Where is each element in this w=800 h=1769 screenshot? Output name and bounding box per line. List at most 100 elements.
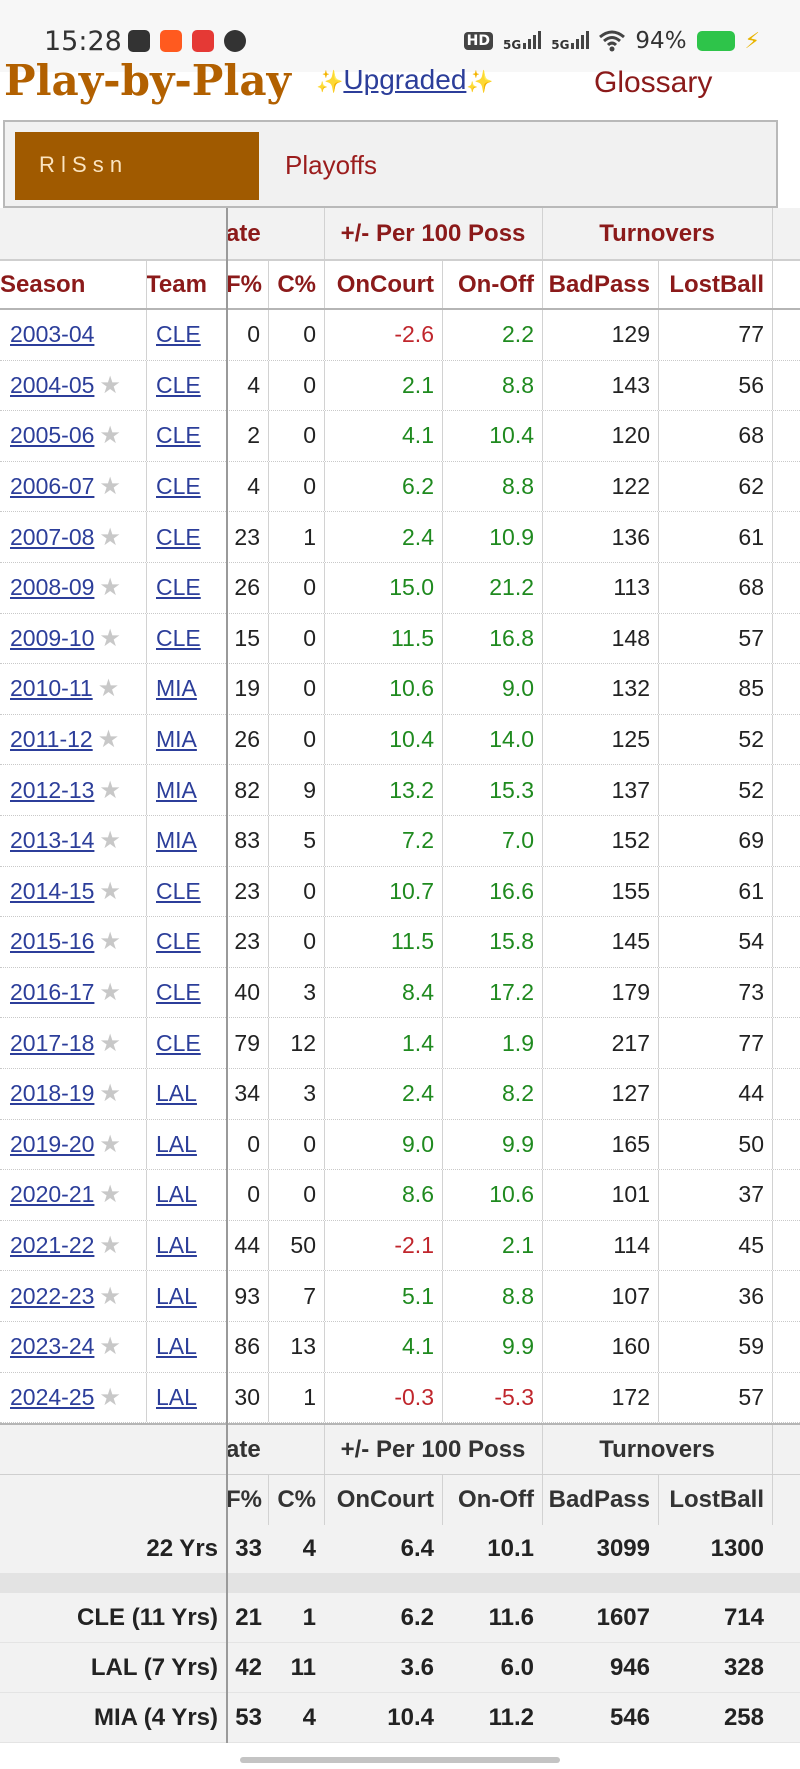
team-cell: CLE [146, 867, 226, 917]
season-link[interactable]: 2007-08 [10, 523, 95, 550]
col-header-onoff[interactable]: On-Off [458, 270, 534, 298]
season-link[interactable]: 2009-10 [10, 624, 95, 651]
c-cell: 7 [303, 1282, 316, 1309]
team-link[interactable]: LAL [156, 1080, 197, 1107]
season-link[interactable]: 2022-23 [10, 1282, 95, 1309]
team-link[interactable]: MIA [156, 827, 197, 854]
team-link[interactable]: CLE [156, 321, 201, 348]
season-link[interactable]: 2015-16 [10, 928, 95, 955]
footer-col-badpass: BadPass [548, 1486, 650, 1514]
team-link[interactable]: CLE [156, 523, 201, 550]
total-onoff: 6.0 [500, 1653, 534, 1681]
lostball-cell: 57 [738, 1383, 764, 1410]
star-icon: ★ [97, 726, 120, 754]
total-label: MIA (4 Yrs) [93, 1703, 218, 1731]
season-link[interactable]: 2012-13 [10, 776, 95, 803]
season-link[interactable]: 2006-07 [10, 473, 95, 500]
season-link[interactable]: 2010-11 [10, 675, 93, 702]
team-link[interactable]: MIA [156, 776, 197, 803]
team-link[interactable]: LAL [156, 1130, 197, 1157]
star-icon: ★ [99, 371, 121, 399]
team-link[interactable]: LAL [156, 1282, 197, 1309]
total-label: LAL (7 Yrs) [90, 1653, 218, 1681]
season-link[interactable]: 2024-25 [10, 1383, 95, 1410]
c-cell: 0 [303, 422, 316, 449]
col-header-team[interactable]: Team [146, 270, 207, 298]
footer-col-c: C% [277, 1486, 316, 1514]
team-link[interactable]: LAL [156, 1232, 197, 1259]
table-row: 2015-16 ★ CLE 23 0 11.5 15.8 145 54 [0, 917, 800, 968]
col-header-pf[interactable]: F% [226, 270, 262, 298]
lostball-cell: 50 [738, 1130, 764, 1157]
season-link[interactable]: 2008-09 [10, 574, 95, 601]
season-link[interactable]: 2016-17 [10, 979, 95, 1006]
season-link[interactable]: 2005-06 [10, 422, 95, 449]
team-link[interactable]: CLE [156, 928, 201, 955]
team-link[interactable]: LAL [156, 1181, 197, 1208]
home-indicator[interactable] [240, 1757, 560, 1763]
team-link[interactable]: LAL [156, 1383, 197, 1410]
team-link[interactable]: CLE [156, 371, 201, 398]
footer-col-pf: F% [226, 1486, 262, 1514]
season-link[interactable]: 2023-24 [10, 1333, 95, 1360]
table-row: 2020-21 ★ LAL 0 0 8.6 10.6 101 37 [0, 1170, 800, 1221]
season-cell: 2005-06 ★ [0, 411, 146, 461]
team-link[interactable]: CLE [156, 574, 201, 601]
footer-group-header-row: ate +/- Per 100 Poss Turnovers [0, 1423, 800, 1476]
team-link[interactable]: MIA [156, 675, 197, 702]
upgraded-link[interactable]: Upgraded [343, 64, 467, 95]
badpass-cell: 155 [611, 877, 650, 904]
regular-season-filter-button[interactable]: R l S s n [15, 132, 259, 200]
col-header-badpass[interactable]: BadPass [548, 270, 650, 298]
season-link[interactable]: 2021-22 [10, 1232, 95, 1259]
team-link[interactable]: CLE [156, 624, 201, 651]
oncourt-cell: 8.6 [402, 1181, 434, 1208]
c-cell: 0 [303, 675, 316, 702]
season-link[interactable]: 2020-21 [10, 1181, 95, 1208]
lostball-cell: 68 [738, 574, 764, 601]
oncourt-cell: 7.2 [402, 827, 434, 854]
total-lostball: 714 [723, 1603, 764, 1631]
season-cell: 2009-10 ★ [0, 614, 146, 664]
season-link[interactable]: 2011-12 [10, 726, 93, 753]
col-header-c[interactable]: C% [277, 270, 316, 298]
oncourt-cell: 2.4 [402, 1080, 434, 1107]
team-link[interactable]: LAL [156, 1333, 197, 1360]
team-link[interactable]: CLE [156, 877, 201, 904]
team-link[interactable]: CLE [156, 979, 201, 1006]
group-turnovers: Turnovers [599, 219, 715, 247]
onoff-cell: 2.1 [502, 1232, 534, 1259]
season-link[interactable]: 2013-14 [10, 827, 95, 854]
oncourt-cell: 8.4 [402, 979, 434, 1006]
col-header-oncourt[interactable]: OnCourt [336, 270, 434, 298]
lostball-cell: 37 [738, 1181, 764, 1208]
season-link[interactable]: 2014-15 [10, 877, 95, 904]
hd-icon: HD [463, 32, 494, 50]
season-link[interactable]: 2004-05 [10, 371, 95, 398]
team-link[interactable]: MIA [156, 726, 197, 753]
team-cell: LAL [146, 1271, 226, 1321]
col-header-lostball[interactable]: LostBall [669, 270, 764, 298]
lostball-cell: 52 [738, 776, 764, 803]
badpass-cell: 152 [611, 827, 650, 854]
onoff-cell: 1.9 [502, 1029, 534, 1056]
season-link[interactable]: 2019-20 [10, 1130, 95, 1157]
footer-col-lostball: LostBall [669, 1486, 764, 1514]
onoff-cell: 21.2 [489, 574, 534, 601]
sparkle-icon: ✨ [316, 69, 344, 94]
oncourt-cell: -0.3 [394, 1383, 434, 1410]
total-pf: 42 [235, 1653, 262, 1681]
season-link[interactable]: 2018-19 [10, 1080, 95, 1107]
season-link[interactable]: 2017-18 [10, 1029, 95, 1056]
c-cell: 50 [290, 1232, 316, 1259]
playoffs-filter-link[interactable]: Playoffs [285, 150, 378, 180]
lostball-cell: 61 [738, 877, 764, 904]
team-link[interactable]: CLE [156, 422, 201, 449]
star-icon: ★ [99, 1080, 121, 1108]
glossary-link[interactable]: Glossary [594, 66, 713, 99]
season-link[interactable]: 2003-04 [10, 321, 95, 348]
team-link[interactable]: CLE [156, 1029, 201, 1056]
col-header-season[interactable]: Season [0, 270, 86, 298]
team-link[interactable]: CLE [156, 473, 201, 500]
badpass-cell: 114 [613, 1232, 650, 1259]
